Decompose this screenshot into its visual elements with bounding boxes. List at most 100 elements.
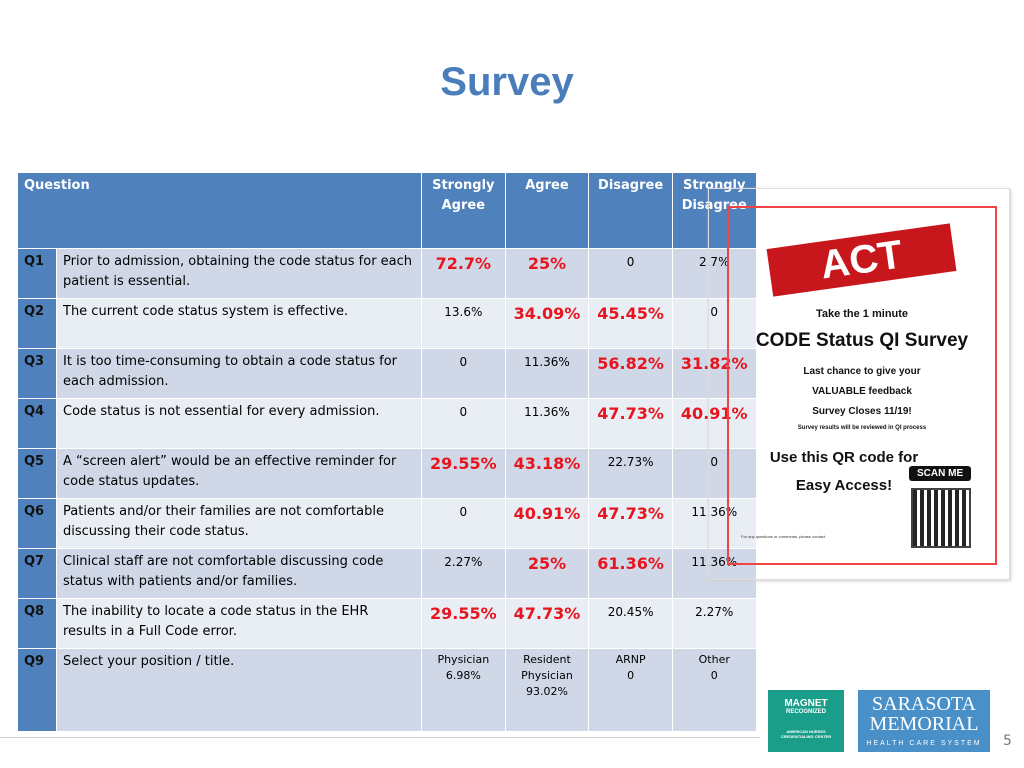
response-cell: 11.36%	[504, 398, 590, 449]
poster-headline: CODE Status QI Survey	[755, 330, 969, 351]
response-cell: 20.45%	[588, 598, 673, 649]
logo-text: SARASOTA	[872, 693, 976, 715]
poster-text: Use this QR code for Easy Access!	[769, 449, 919, 494]
qr-code	[911, 488, 971, 548]
table-row: Q8 The inability to locate a code status …	[17, 598, 757, 649]
response-cell: 0	[671, 298, 757, 349]
response-cell: 43.18%	[504, 448, 590, 499]
survey-table: Question Strongly Agree Agree Disagree Stron…	[17, 172, 757, 732]
response-cell: 2.7%	[671, 248, 757, 299]
poster-text: VALUABLE feedback	[812, 386, 912, 397]
response-cell: 2.27%	[421, 548, 506, 599]
response-cell: 40.91%	[504, 498, 590, 549]
response-cell: 29.55%	[421, 598, 506, 649]
response-cell: 13.6%	[421, 298, 506, 349]
table-row: Q5 A “screen alert” would be an effective…	[17, 448, 757, 499]
table-row: Q2 The current code status system is effe…	[17, 298, 757, 349]
divider	[0, 737, 760, 738]
question-id: Q4	[17, 398, 57, 449]
question-text: A “screen alert” would be an effective r…	[56, 448, 422, 499]
question-id: Q6	[17, 498, 57, 549]
poster-text: Survey results will be reviewed in QI pr…	[797, 425, 927, 431]
logo-text: AMERICAN NURSES CREDENTIALING CENTER	[780, 729, 832, 739]
column-header: Strongly Disagree	[671, 172, 757, 249]
page-number: 5	[1003, 733, 1012, 749]
response-cell: 61.36%	[588, 548, 673, 599]
cell-line: Other	[698, 653, 730, 666]
cell-line: 93.02%	[525, 685, 568, 698]
poster-text: Last chance to give your	[803, 366, 921, 377]
question-text: The inability to locate a code status in…	[56, 598, 422, 649]
banner: ACT NOW	[766, 223, 957, 336]
response-cell: 72.7%	[421, 248, 506, 299]
question-text: Code status is not essential for every a…	[56, 398, 422, 449]
logo-text: MAGNET	[784, 698, 828, 709]
response-cell: 29.55%	[421, 448, 506, 499]
table-row: Q7 Clinical staff are not comfortable dis…	[17, 548, 757, 599]
response-cell: Other 0	[671, 648, 757, 732]
response-cell: 34.09%	[504, 298, 590, 349]
table-row: Q4 Code status is not essential for every…	[17, 398, 757, 449]
response-cell: 11.36%	[671, 548, 757, 599]
question-id: Q2	[17, 298, 57, 349]
response-cell: 40.91%	[671, 398, 757, 449]
question-text: Prior to admission, obtaining the code s…	[56, 248, 422, 299]
response-cell: 0	[671, 448, 757, 499]
question-id: Q8	[17, 598, 57, 649]
question-text: Clinical staff are not comfortable discu…	[56, 548, 422, 599]
response-cell: 25%	[504, 548, 590, 599]
response-cell: 56.82%	[588, 348, 673, 399]
cell-line: 0	[627, 669, 635, 682]
column-header: Question	[17, 172, 422, 249]
cell-line: Resident Physician	[521, 653, 573, 682]
header-row: Question Strongly Agree Agree Disagree Stron…	[17, 172, 757, 249]
question-text: It is too time-consuming to obtain a cod…	[56, 348, 422, 399]
response-cell: Resident Physician 93.02%	[504, 648, 590, 732]
column-header: Disagree	[588, 172, 673, 249]
response-cell: 22.73%	[588, 448, 673, 499]
table-row: Q9 Select your position / title. Physician…	[17, 648, 757, 732]
scan-label: SCAN ME	[909, 466, 972, 481]
poster-text: Take the 1 minute	[815, 308, 909, 320]
cell-line: Physician	[437, 653, 490, 666]
response-cell: 47.73%	[588, 398, 673, 449]
question-text: The current code status system is effect…	[56, 298, 422, 349]
cell-line: 6.98%	[445, 669, 481, 682]
response-cell: 47.73%	[588, 498, 673, 549]
table-row: Q3 It is too time-consuming to obtain a c…	[17, 348, 757, 399]
response-cell: 0	[421, 398, 506, 449]
question-text: Select your position / title.	[56, 648, 422, 732]
response-cell: Physician 6.98%	[421, 648, 506, 732]
response-cell: 31.82%	[671, 348, 757, 399]
cell-line: ARNP	[615, 653, 646, 666]
question-id: Q3	[17, 348, 57, 399]
question-text: Patients and/or their families are not c…	[56, 498, 422, 549]
response-cell: ARNP 0	[588, 648, 673, 732]
poster-text: Survey Closes 11/19!	[812, 406, 912, 417]
cell-line: 0	[710, 669, 718, 682]
table-row: Q6 Patients and/or their families are not…	[17, 498, 757, 549]
magnet-logo: MAGNET RECOGNIZED AMERICAN NURSES CREDEN…	[768, 690, 844, 752]
logo-text: MEMORIAL	[869, 713, 979, 735]
question-id: Q1	[17, 248, 57, 299]
logo-text: RECOGNIZED	[785, 709, 826, 715]
poster-frame: ACT NOW Take the 1 minute CODE Status QI…	[727, 206, 997, 565]
hospital-logo: SARASOTA MEMORIAL HEALTH CARE SYSTEM	[858, 690, 990, 752]
column-header: Agree	[504, 172, 590, 249]
response-cell: 25%	[504, 248, 590, 299]
title: Survey	[440, 60, 574, 104]
response-cell: 0	[421, 498, 506, 549]
contact: For any questions or comments, please co…	[741, 534, 826, 539]
table-row: Q1 Prior to admission, obtaining the code…	[17, 248, 757, 299]
response-cell: 47.73%	[504, 598, 590, 649]
column-header: Strongly Agree	[421, 172, 506, 249]
question-id: Q9	[17, 648, 57, 732]
response-cell: 11.36%	[671, 498, 757, 549]
response-cell: 11.36%	[504, 348, 590, 399]
question-id: Q5	[17, 448, 57, 499]
poster: ACT NOW Take the 1 minute CODE Status QI…	[708, 188, 1010, 580]
response-cell: 0	[588, 248, 673, 299]
response-cell: 45.45%	[588, 298, 673, 349]
response-cell: 2.27%	[671, 598, 757, 649]
